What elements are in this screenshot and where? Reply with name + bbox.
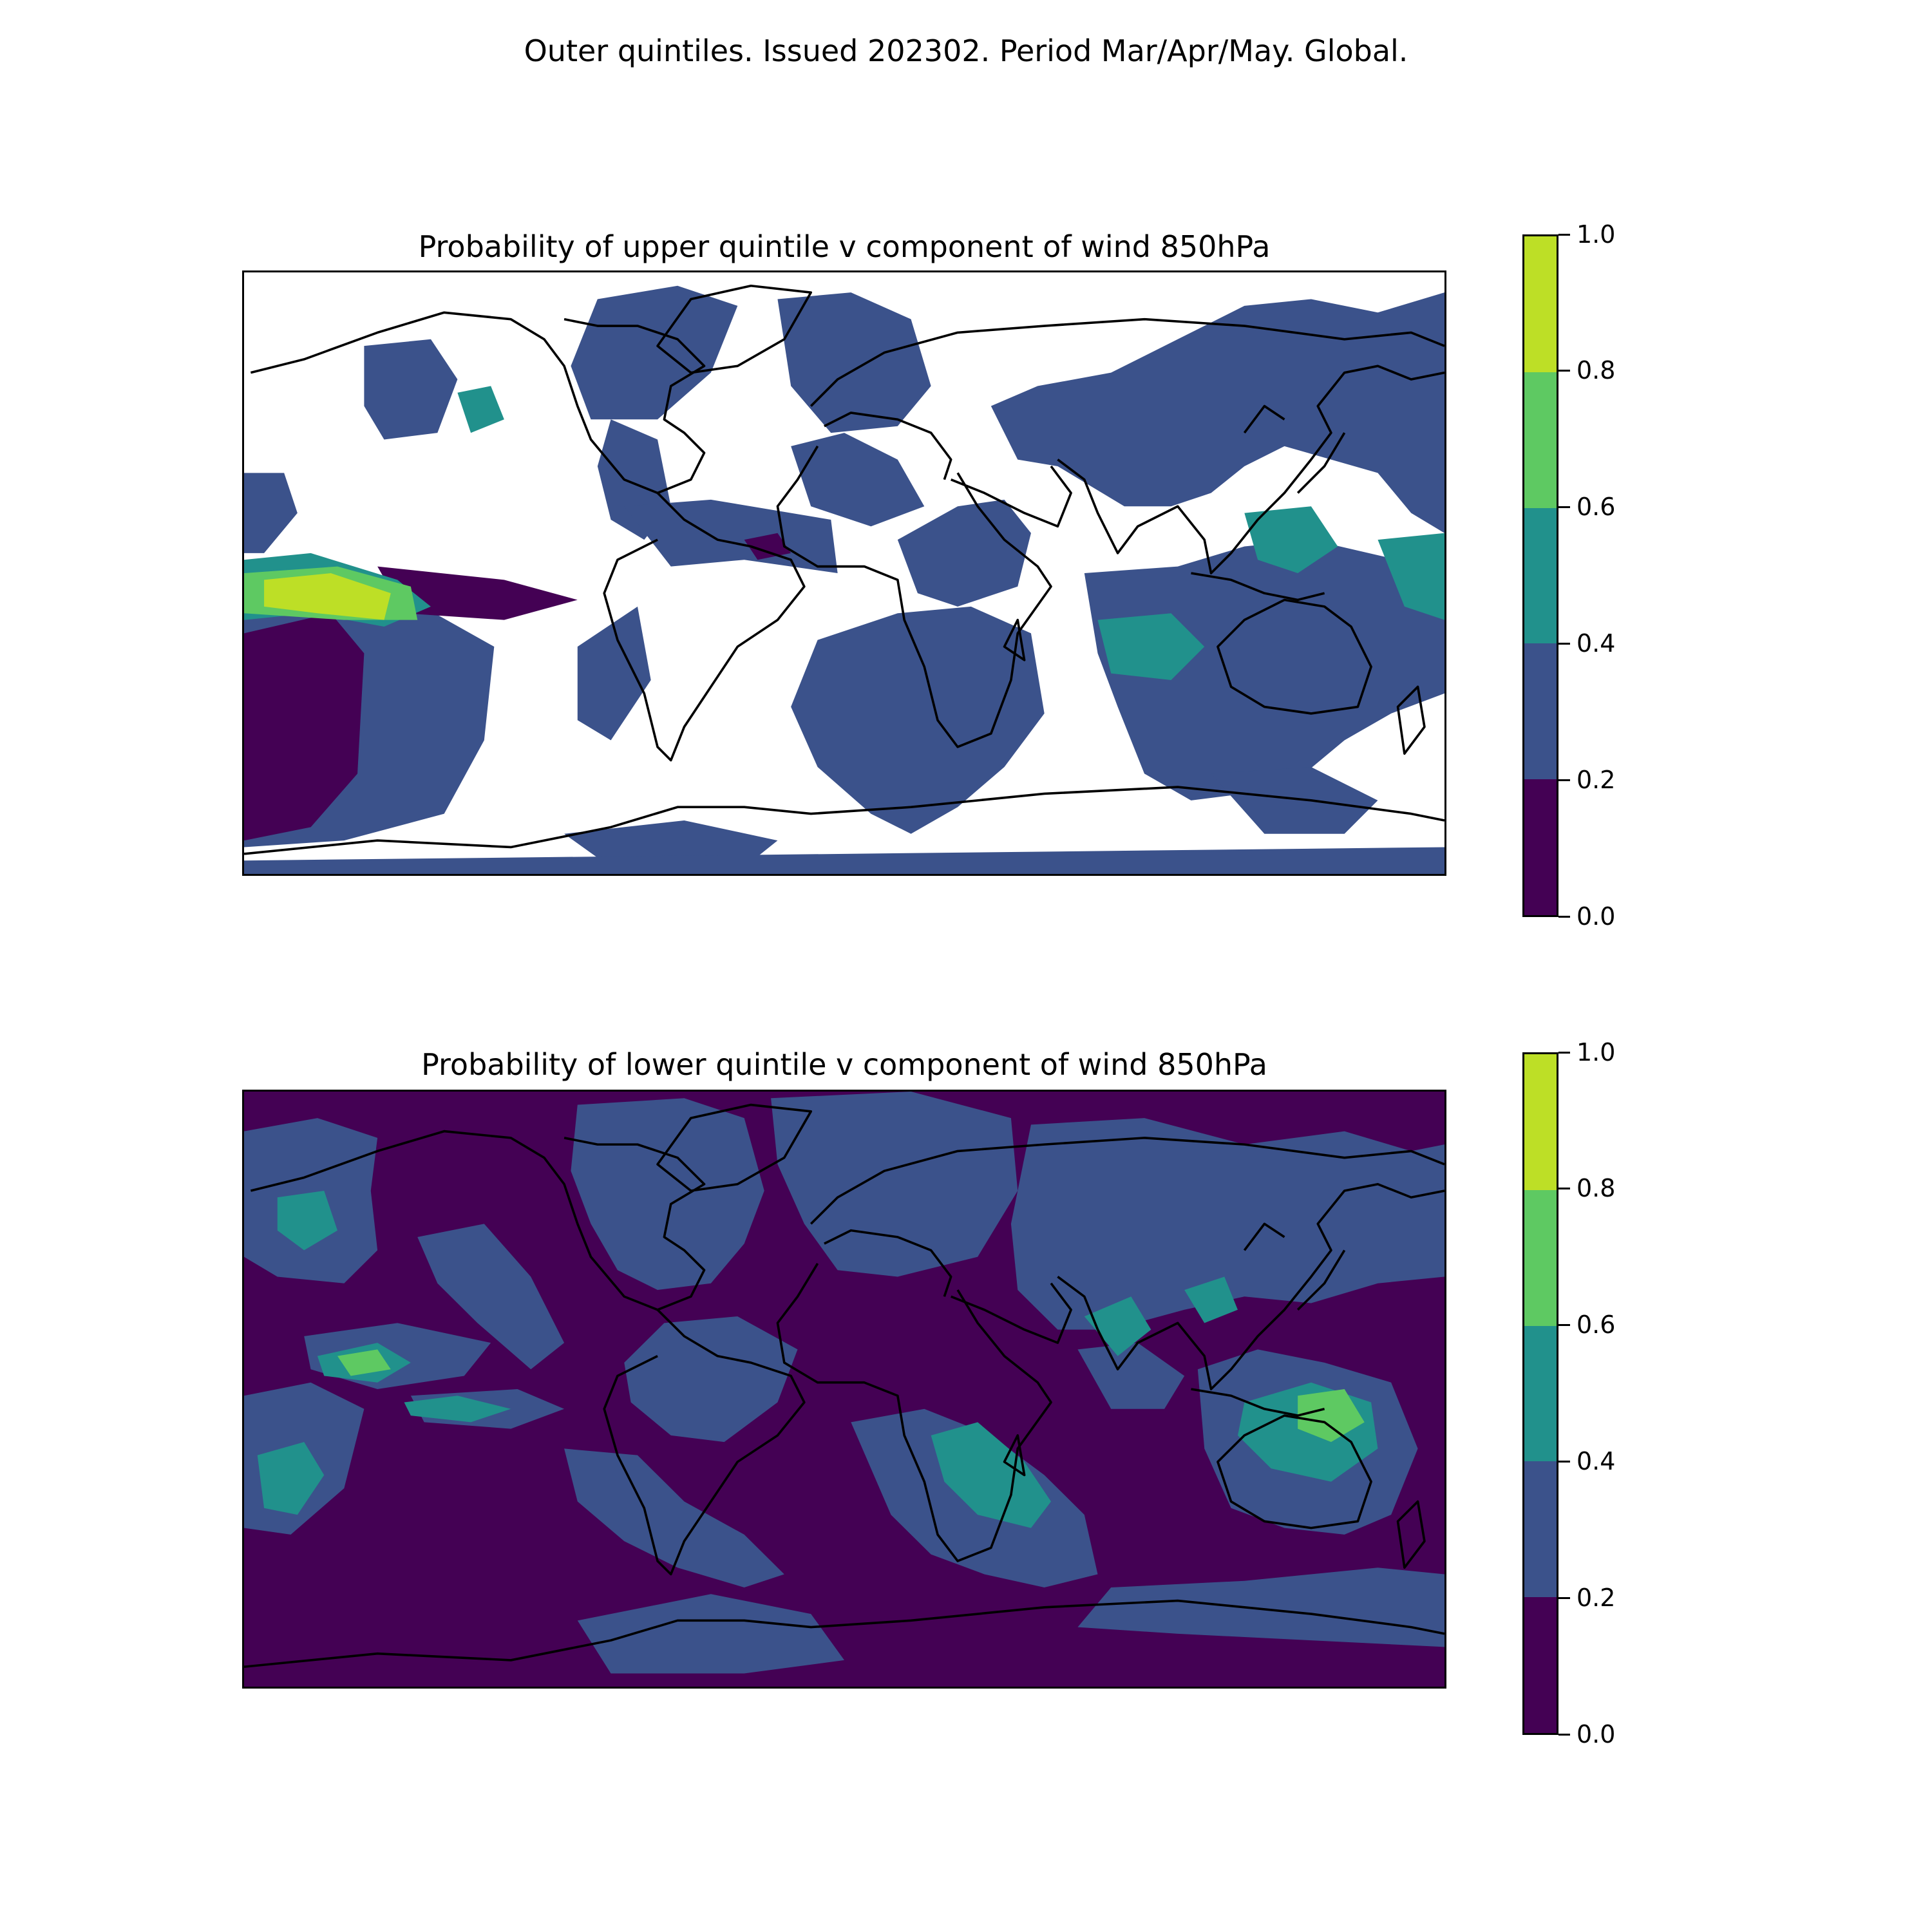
colorbar-lower-label: 0.0 bbox=[1577, 1720, 1616, 1748]
coastlines-upper bbox=[244, 284, 1444, 855]
colorbar-upper-label: 0.4 bbox=[1577, 629, 1616, 658]
colorbar-lower-tick bbox=[1558, 1324, 1570, 1326]
coastlines-lower bbox=[244, 1103, 1444, 1668]
colorbar-lower-label: 1.0 bbox=[1577, 1038, 1616, 1066]
colorbar-upper-label: 0.8 bbox=[1577, 356, 1616, 384]
colorbar-upper-label: 1.0 bbox=[1577, 220, 1616, 249]
colorbar-seg-3 bbox=[1524, 1189, 1557, 1326]
colorbar-seg-1 bbox=[1524, 1461, 1557, 1598]
colorbar-upper-tick bbox=[1558, 643, 1570, 645]
colorbar-upper bbox=[1522, 234, 1558, 917]
figure-title: Outer quintiles. Issued 202302. Period M… bbox=[524, 33, 1408, 68]
colorbar-upper-tick bbox=[1558, 370, 1570, 372]
colorbar-upper-tick bbox=[1558, 234, 1570, 236]
colorbar-seg-0 bbox=[1524, 779, 1557, 915]
colorbar-lower-label: 0.8 bbox=[1577, 1174, 1616, 1202]
colorbar-seg-1 bbox=[1524, 643, 1557, 780]
colorbar-lower-tick bbox=[1558, 1734, 1570, 1736]
panel-title-upper: Probability of upper quintile v componen… bbox=[418, 229, 1271, 264]
colorbar-seg-0 bbox=[1524, 1597, 1557, 1733]
colorbar-lower-label: 0.6 bbox=[1577, 1311, 1616, 1339]
colorbar-lower-label: 0.4 bbox=[1577, 1447, 1616, 1475]
colorbar-lower bbox=[1522, 1052, 1558, 1735]
colorbar-seg-4 bbox=[1524, 1054, 1557, 1190]
colorbar-lower-tick bbox=[1558, 1188, 1570, 1189]
colorbar-seg-2 bbox=[1524, 1325, 1557, 1462]
colorbar-lower-label: 0.2 bbox=[1577, 1584, 1616, 1612]
colorbar-seg-4 bbox=[1524, 236, 1557, 372]
colorbar-upper-tick bbox=[1558, 506, 1570, 508]
colorbar-lower-tick bbox=[1558, 1052, 1570, 1054]
probability-field-upper bbox=[244, 284, 1444, 874]
map-upper-quintile bbox=[242, 270, 1446, 876]
colorbar-upper-label: 0.2 bbox=[1577, 766, 1616, 794]
colorbar-upper-label: 0.0 bbox=[1577, 902, 1616, 931]
colorbar-upper-tick bbox=[1558, 916, 1570, 918]
band-0.8-1.0-upper bbox=[264, 573, 391, 620]
colorbar-lower-tick bbox=[1558, 1461, 1570, 1463]
map-lower-quintile bbox=[242, 1090, 1446, 1689]
panel-title-lower: Probability of lower quintile v componen… bbox=[421, 1047, 1267, 1082]
probability-field-lower bbox=[244, 1092, 1444, 1674]
colorbar-seg-3 bbox=[1524, 372, 1557, 508]
band-0.2-0.4-upper bbox=[244, 285, 1444, 874]
colorbar-upper-tick bbox=[1558, 779, 1570, 781]
colorbar-lower-tick bbox=[1558, 1597, 1570, 1599]
band-0.6-0.8-lower bbox=[337, 1349, 1365, 1443]
colorbar-seg-2 bbox=[1524, 507, 1557, 644]
colorbar-upper-label: 0.6 bbox=[1577, 493, 1616, 521]
